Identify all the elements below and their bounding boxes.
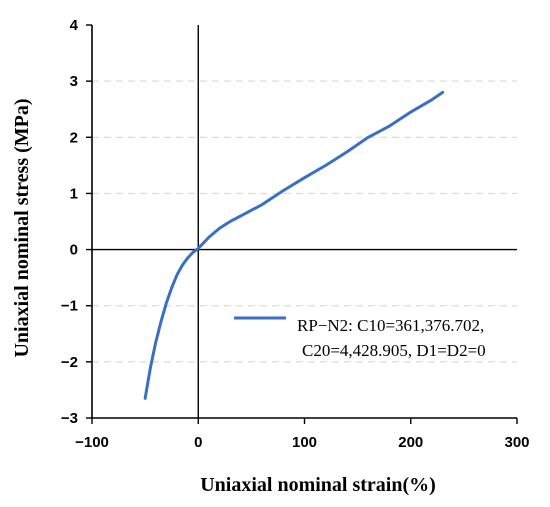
legend: RP−N2: C10=361,376.702, C20=4,428.905, D… xyxy=(234,316,486,360)
y-axis-title: Uniaxial nominal stress (MPa) xyxy=(11,98,33,357)
y-tick-label: −3 xyxy=(61,410,78,427)
x-tick-label: 100 xyxy=(292,434,317,451)
x-tick-label: −100 xyxy=(75,434,109,451)
legend-label-line-1: RP−N2: C10=361,376.702, xyxy=(297,316,484,335)
x-axis-title: Uniaxial nominal strain(%) xyxy=(200,474,436,496)
x-tick-label: 0 xyxy=(194,434,202,451)
axes xyxy=(86,24,518,424)
y-tick-label: 0 xyxy=(70,242,78,259)
y-tick-label: 2 xyxy=(70,129,78,146)
series-line-0 xyxy=(143,90,445,400)
x-tick-label: 200 xyxy=(398,434,423,451)
grid-lines xyxy=(92,80,517,363)
y-tick-label: −2 xyxy=(61,354,78,371)
tick-labels: −3 −2 −1 0 1 2 3 4 −100 0 100 200 300 xyxy=(61,17,530,451)
y-tick-label: 4 xyxy=(70,17,79,34)
y-tick-label: 1 xyxy=(70,185,78,202)
series-layer xyxy=(143,90,445,400)
y-tick-label: −1 xyxy=(61,298,78,315)
legend-label-line-2: C20=4,428.905, D1=D2=0 xyxy=(302,341,486,360)
y-tick-label: 3 xyxy=(70,73,78,90)
x-tick-label: 300 xyxy=(504,434,529,451)
